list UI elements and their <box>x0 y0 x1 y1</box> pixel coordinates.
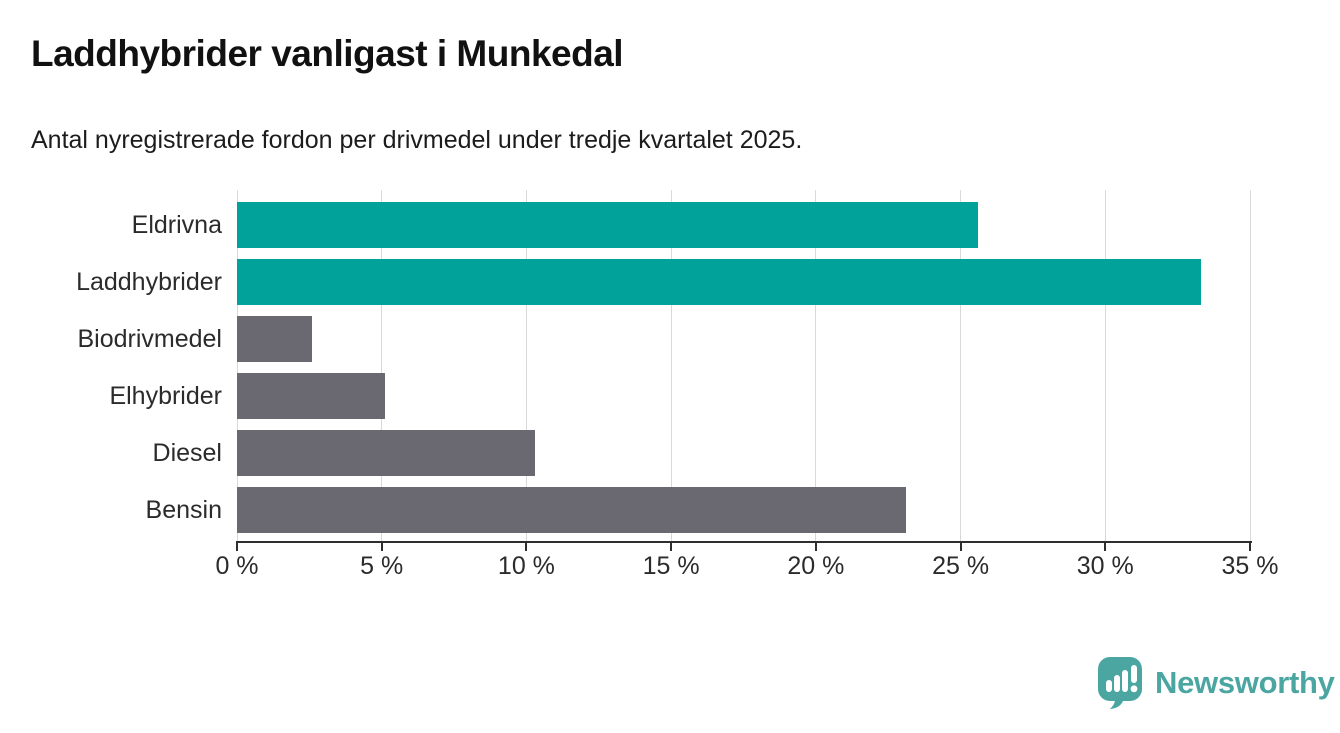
x-tick-mark <box>1249 543 1251 551</box>
category-label: Diesel <box>152 439 222 467</box>
x-axis-line <box>236 541 1252 543</box>
x-tick-mark <box>959 543 962 551</box>
x-tick-label: 35 % <box>1221 552 1279 580</box>
category-axis: Eldrivna Laddhybrider Biodrivmedel Elhybrid… <box>0 190 222 541</box>
gridline <box>960 190 962 541</box>
gridline <box>670 190 672 541</box>
x-tick-mark <box>1104 543 1107 551</box>
category-label: Laddhybrider <box>76 268 222 296</box>
category-label: Eldrivna <box>131 211 222 239</box>
chart-title: Laddhybrider vanligast i Munkedal <box>31 33 624 74</box>
gridline <box>236 190 238 541</box>
x-tick-label: 25 % <box>932 552 990 580</box>
bar-biodrivmedel <box>237 316 313 362</box>
gridline <box>381 190 383 541</box>
bar-elhybrider <box>237 373 385 419</box>
x-tick-label: 10 % <box>497 552 555 580</box>
bar-diesel <box>237 430 536 476</box>
x-tick-label: 20 % <box>787 552 845 580</box>
x-tick-label: 15 % <box>642 552 700 580</box>
newsworthy-logo-text: Newsworthy <box>1155 665 1335 700</box>
bar-eldrivna <box>237 202 978 248</box>
gridline <box>815 190 817 541</box>
category-label: Elhybrider <box>109 382 222 410</box>
x-tick-label: 5 % <box>360 552 404 580</box>
plot-area <box>236 190 1251 541</box>
bar-laddhybrider <box>237 259 1201 305</box>
category-label: Bensin <box>145 496 222 524</box>
bar-bensin <box>237 487 906 533</box>
category-label: Biodrivmedel <box>77 325 222 353</box>
x-tick-label: 0 % <box>215 552 259 580</box>
chart-subtitle: Antal nyregistrerade fordon per drivmede… <box>31 126 803 154</box>
newsworthy-logo-icon <box>1098 657 1142 709</box>
x-tick-label: 30 % <box>1076 552 1134 580</box>
x-tick-mark <box>236 543 238 551</box>
gridline <box>1249 190 1251 541</box>
gridline <box>525 190 527 541</box>
gridline <box>1104 190 1106 541</box>
x-tick-mark <box>670 543 673 551</box>
x-tick-mark <box>814 543 817 551</box>
x-tick-mark <box>525 543 528 551</box>
x-tick-mark <box>380 543 383 551</box>
newsworthy-logo: Newsworthy <box>1098 657 1335 709</box>
